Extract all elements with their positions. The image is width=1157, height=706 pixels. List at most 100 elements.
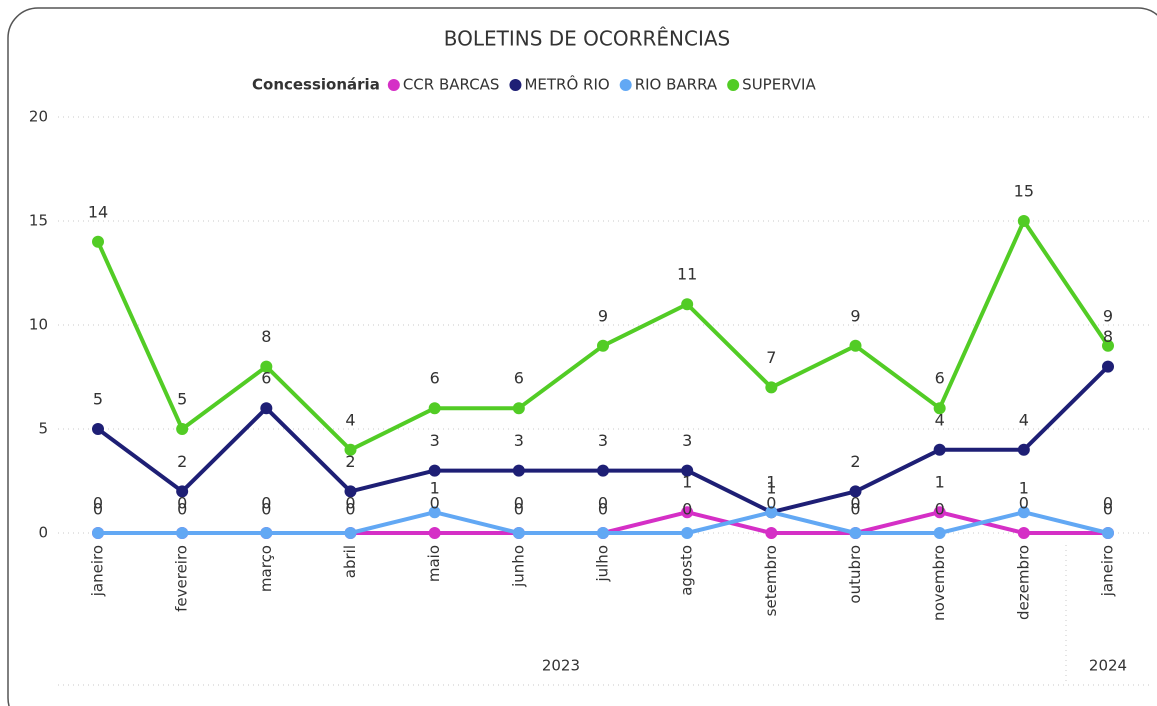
point [933, 527, 946, 539]
data-label: 5 [177, 390, 187, 409]
data-label: 0 [514, 494, 524, 513]
data-label: 2 [850, 452, 860, 471]
point [260, 527, 273, 539]
point [344, 527, 357, 539]
legend-label: CCR BARCAS [403, 76, 500, 94]
legend-label: METRÔ RIO [524, 75, 609, 94]
y-tick-label: 0 [38, 524, 48, 542]
data-label: 1 [766, 473, 776, 492]
data-label: 6 [935, 369, 945, 388]
point [681, 506, 694, 519]
data-label: 1 [682, 473, 692, 492]
data-label: 9 [1103, 306, 1113, 325]
point [849, 527, 862, 539]
x-tick-label: março [257, 545, 275, 592]
legend-swatch [387, 79, 400, 91]
data-label: 6 [261, 369, 271, 388]
y-tick-label: 15 [29, 212, 48, 230]
x-tick-label: dezembro [1014, 545, 1032, 620]
point [260, 360, 273, 373]
data-label: 0 [1019, 494, 1029, 513]
point [681, 298, 694, 311]
chart-title: BOLETINS DE OCORRÊNCIAS [444, 27, 731, 51]
x-tick-label: outubro [846, 545, 864, 604]
point [681, 464, 694, 477]
data-label: 0 [93, 494, 103, 513]
legend-swatch [619, 79, 632, 91]
data-label: 0 [345, 494, 355, 513]
legend-label: RIO BARRA [635, 76, 718, 94]
point [512, 402, 525, 415]
data-label: 4 [345, 410, 355, 429]
data-label: 8 [261, 327, 271, 346]
point [512, 464, 525, 477]
data-label: 0 [598, 494, 608, 513]
point [1102, 527, 1114, 539]
year-label: 2024 [1089, 657, 1127, 675]
point [176, 527, 189, 539]
legend-label: SUPERVIA [742, 76, 816, 94]
point [92, 527, 104, 539]
point [1102, 339, 1114, 352]
point [849, 485, 862, 498]
data-label: 0 [850, 494, 860, 513]
point [1017, 506, 1030, 519]
data-label: 3 [430, 431, 440, 450]
point [765, 527, 778, 539]
point [933, 443, 946, 456]
point [1102, 360, 1114, 373]
point [765, 381, 778, 394]
data-label: 0 [598, 500, 608, 519]
legend-title: Concessionária [252, 76, 380, 94]
data-label: 1 [430, 479, 440, 498]
point [92, 235, 104, 248]
data-label: 4 [1019, 410, 1029, 429]
point [933, 506, 946, 519]
point [92, 423, 104, 435]
point [597, 464, 609, 477]
point [344, 485, 357, 498]
point [176, 485, 189, 498]
y-tick-label: 10 [29, 316, 48, 334]
point [260, 402, 273, 415]
data-label: 0 [850, 500, 860, 519]
data-label: 6 [430, 369, 440, 388]
x-tick-label: maio [425, 545, 443, 582]
data-label: 14 [88, 202, 108, 221]
point [428, 464, 441, 477]
data-label: 0 [514, 500, 524, 519]
point [428, 402, 441, 415]
data-label: 0 [93, 500, 103, 519]
point [765, 506, 778, 519]
year-label: 2023 [542, 657, 580, 675]
data-label: 11 [677, 265, 697, 284]
data-label: 0 [682, 500, 692, 519]
x-tick-label: janeiro [1099, 545, 1117, 597]
data-label: 9 [598, 306, 608, 325]
data-label: 0 [1103, 494, 1113, 513]
data-label: 5 [93, 390, 103, 409]
x-tick-label: janeiro [89, 545, 107, 597]
point [1017, 527, 1030, 539]
legend-swatch [727, 79, 740, 91]
point [597, 339, 609, 352]
x-tick-label: novembro [930, 545, 948, 621]
x-tick-label: abril [341, 545, 359, 578]
y-tick-label: 20 [29, 108, 48, 126]
data-label: 3 [598, 431, 608, 450]
data-label: 2 [345, 452, 355, 471]
data-label: 4 [935, 410, 945, 429]
x-tick-label: julho [594, 545, 612, 583]
data-label: 2 [177, 452, 187, 471]
x-tick-label: junho [509, 545, 527, 588]
data-label: 0 [1103, 500, 1113, 519]
point [512, 527, 525, 539]
point [1017, 215, 1030, 227]
point [428, 527, 441, 539]
legend-swatch [509, 79, 522, 91]
point [597, 527, 609, 539]
data-label: 0 [261, 494, 271, 513]
point [681, 527, 694, 539]
data-label: 6 [514, 369, 524, 388]
